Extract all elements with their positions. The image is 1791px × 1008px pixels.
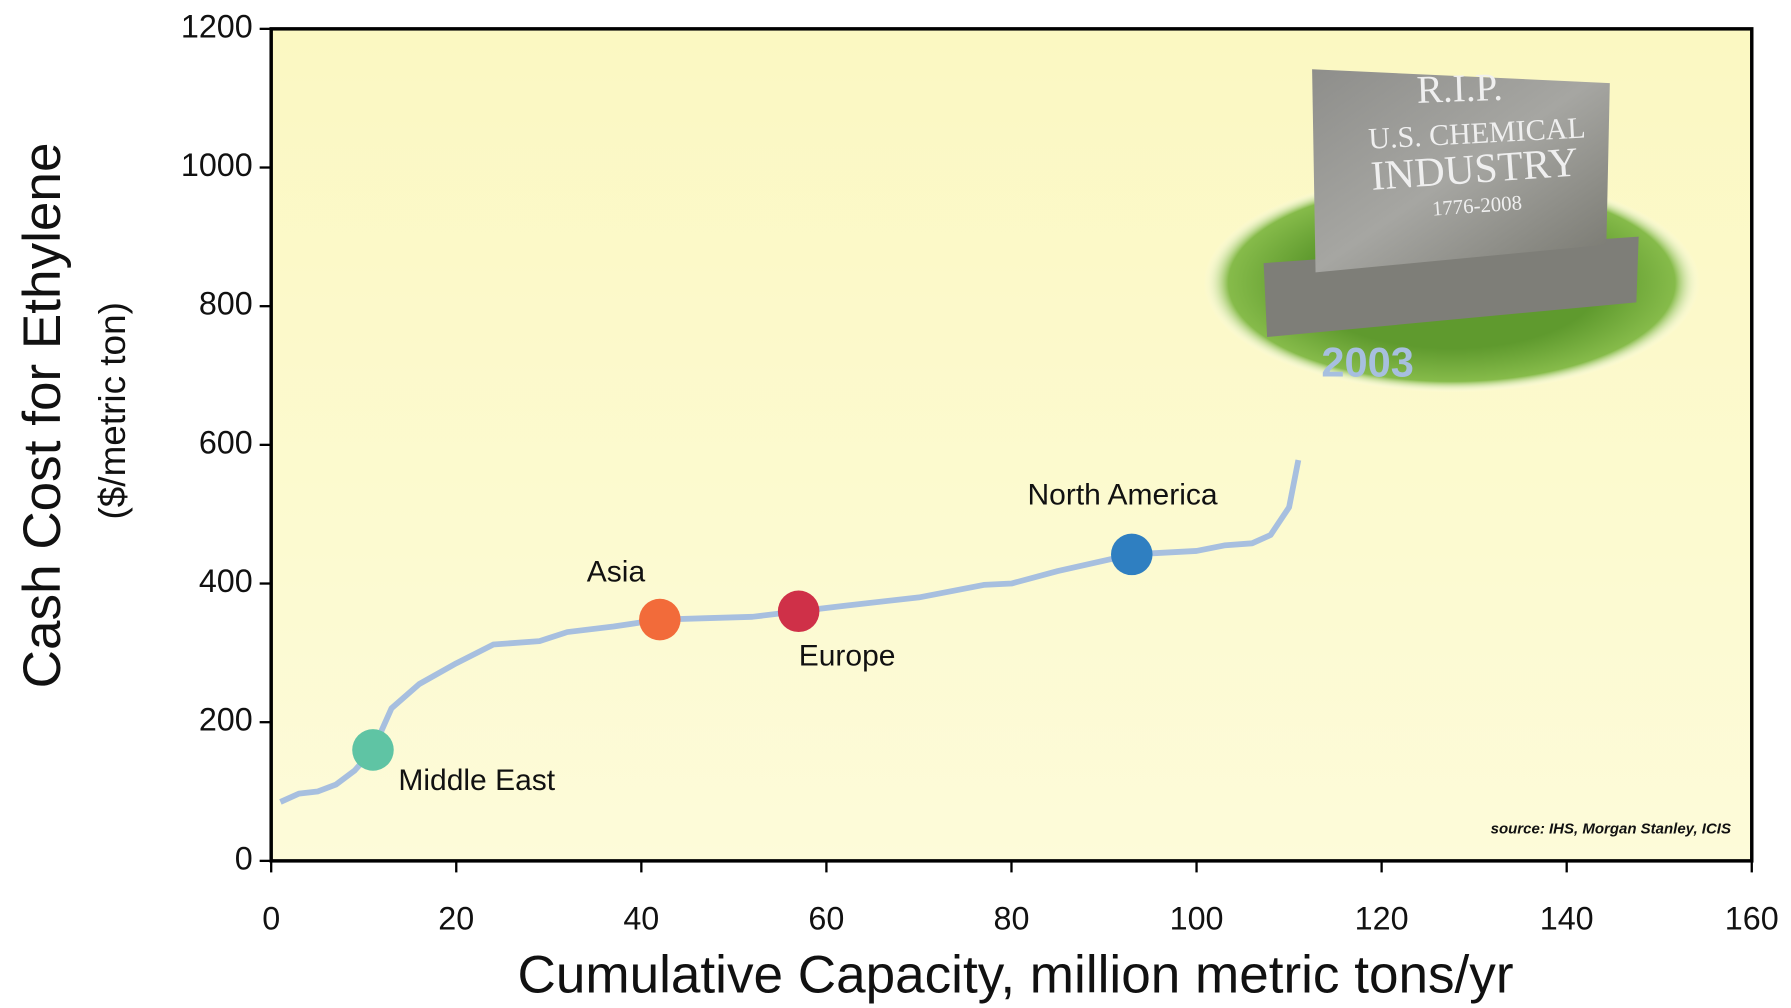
y-axis-title: Cash Cost for Ethylene (13, 143, 72, 689)
stone (1312, 69, 1610, 273)
region-label: North America (1028, 479, 1218, 512)
region-label: Asia (587, 555, 646, 588)
x-tick-label: 60 (808, 900, 844, 936)
source-note: source: IHS, Morgan Stanley, ICIS (1491, 821, 1731, 838)
region-label: Europe (799, 639, 896, 672)
region-label: Middle East (398, 764, 555, 797)
region-marker (352, 729, 394, 771)
y-tick-label: 1000 (181, 147, 253, 183)
x-tick-label: 120 (1355, 900, 1409, 936)
region-marker (1111, 533, 1153, 576)
y-tick-label: 600 (199, 424, 253, 460)
y-tick-label: 400 (199, 563, 253, 599)
x-axis-title: Cumulative Capacity, million metric tons… (518, 946, 1514, 1005)
y-tick-label: 1200 (181, 8, 253, 44)
series-label: 2003 (1321, 338, 1413, 385)
x-tick-label: 160 (1725, 900, 1779, 936)
x-tick-label: 100 (1170, 900, 1224, 936)
x-tick-label: 40 (623, 900, 659, 936)
x-tick-label: 80 (994, 900, 1030, 936)
y-tick-label: 0 (235, 840, 253, 876)
y-axis-subtitle: ($/metric ton) (92, 302, 133, 519)
plot-frame (269, 27, 1754, 863)
region-marker (777, 590, 820, 633)
x-tick-label: 20 (438, 900, 474, 936)
region-marker (639, 598, 681, 641)
tombstone-text: R.I.P. (1416, 66, 1504, 112)
y-tick-label: 200 (199, 702, 253, 738)
y-tick-label: 800 (199, 286, 253, 322)
x-tick-label: 140 (1540, 900, 1594, 936)
x-tick-label: 0 (262, 900, 280, 936)
